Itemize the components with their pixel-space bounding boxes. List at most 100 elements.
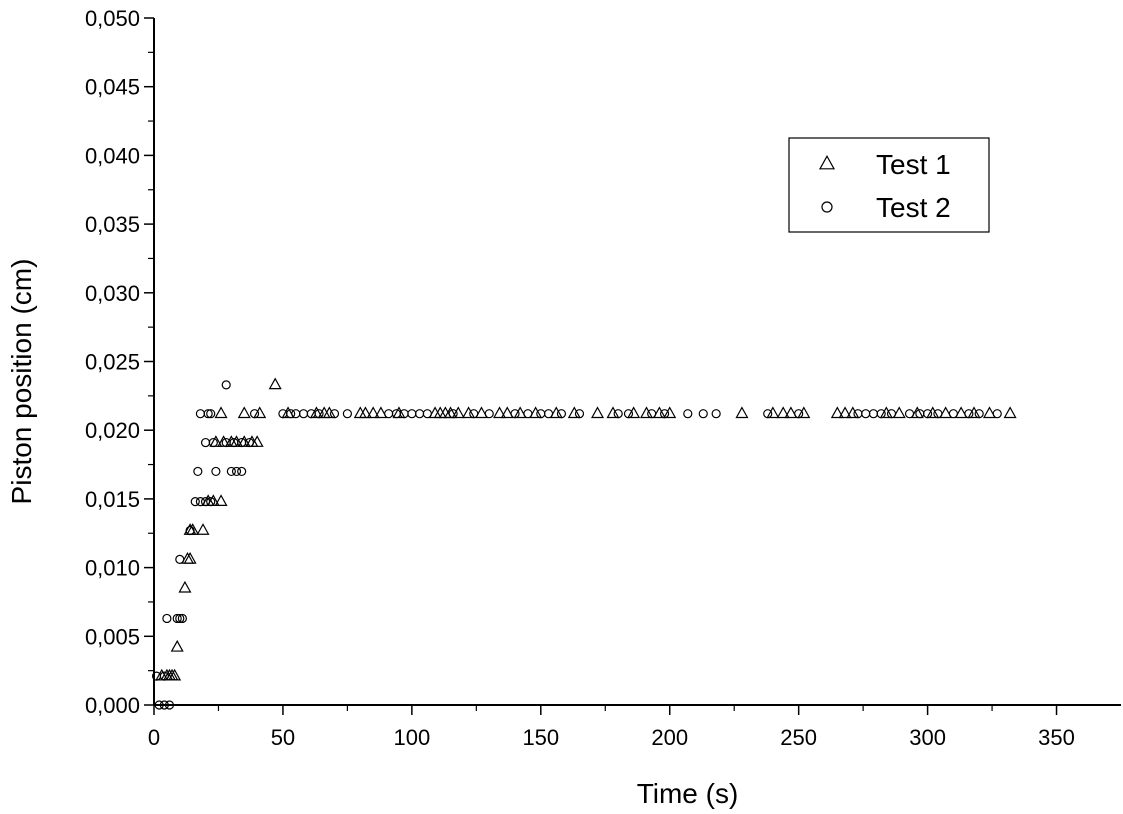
data-point-test-2 — [329, 409, 340, 419]
y-tick-label: 0,045 — [85, 75, 140, 100]
data-point-test-2 — [711, 409, 721, 419]
data-point-test-1 — [838, 406, 852, 419]
x-tick-label: 0 — [148, 725, 160, 750]
data-point-test-2 — [221, 380, 231, 390]
data-point-test-2 — [206, 497, 216, 507]
data-point-test-1 — [846, 406, 860, 419]
data-point-test-1 — [766, 406, 780, 419]
legend-marker-circle — [821, 201, 833, 213]
data-point-test-2 — [543, 409, 554, 419]
data-point-test-2 — [523, 409, 533, 419]
legend-label-test-2: Test 2 — [876, 192, 951, 223]
data-point-test-1 — [784, 406, 798, 419]
data-point-test-2 — [964, 409, 974, 419]
x-tick-label: 100 — [394, 725, 431, 750]
data-point-test-1 — [879, 406, 893, 419]
x-tick-label: 350 — [1038, 725, 1075, 750]
legend-circle-icon — [821, 201, 833, 213]
y-tick-label: 0,005 — [85, 624, 140, 649]
data-point-test-1 — [939, 406, 953, 419]
data-point-test-2 — [698, 409, 708, 419]
x-axis-ticks: 0 50 100 150 200 250 300 350 — [148, 705, 1075, 750]
y-tick-label: 0,025 — [85, 350, 140, 375]
data-point-test-2 — [177, 613, 187, 624]
y-tick-label: 0,030 — [85, 281, 140, 306]
y-tick-label: 0,035 — [85, 212, 140, 237]
data-point-test-2 — [193, 466, 203, 477]
data-point-test-1 — [797, 406, 811, 419]
y-axis-ticks: 0,000 0,005 0,010 0,015 0,020 0,025 0,030 0,035… — [85, 6, 154, 718]
data-point-test-2 — [175, 554, 185, 564]
data-point-test-2 — [195, 497, 206, 507]
data-point-test-1 — [567, 406, 581, 419]
data-point-test-2 — [190, 497, 200, 507]
data-point-test-1 — [451, 406, 465, 419]
data-point-test-1 — [652, 406, 666, 419]
data-point-test-1 — [214, 494, 228, 507]
data-point-test-2 — [623, 409, 634, 419]
y-axis-title: Piston position (cm) — [6, 259, 37, 505]
legend-triangle-icon — [818, 154, 836, 170]
data-point-test-2 — [203, 409, 213, 419]
data-point-test-1 — [358, 406, 372, 419]
data-point-test-2 — [933, 409, 943, 419]
data-point-test-2 — [172, 613, 182, 624]
data-point-test-2 — [556, 409, 567, 419]
data-point-test-2 — [154, 700, 164, 710]
data-point-test-2 — [763, 409, 773, 419]
data-point-test-2 — [948, 409, 958, 419]
data-point-test-2 — [342, 409, 352, 419]
data-point-test-1 — [663, 406, 677, 419]
x-tick-label: 250 — [780, 725, 817, 750]
y-tick-label: 0,020 — [85, 418, 140, 443]
data-point-test-2 — [683, 409, 693, 419]
data-point-test-2 — [211, 466, 221, 477]
data-point-test-1 — [237, 406, 251, 419]
data-point-test-2 — [659, 409, 670, 419]
legend: Test 1 Test 2 — [788, 137, 990, 233]
data-point-test-2 — [286, 409, 296, 419]
legend-marker-triangle — [818, 154, 836, 170]
legend-box — [788, 137, 990, 233]
data-point-test-2 — [448, 409, 458, 419]
data-point-test-1 — [250, 435, 264, 447]
data-point-test-2 — [974, 409, 984, 419]
data-point-test-2 — [231, 466, 242, 477]
data-point-test-1 — [474, 406, 489, 419]
y-tick-label: 0,040 — [85, 143, 140, 168]
data-point-test-1 — [513, 406, 527, 419]
data-point-test-2 — [613, 409, 623, 419]
data-point-test-1 — [529, 406, 543, 419]
data-point-test-2 — [510, 409, 520, 419]
data-point-test-2 — [244, 437, 255, 448]
data-point-test-2 — [886, 409, 897, 419]
data-point-test-1 — [170, 639, 184, 652]
x-tick-label: 300 — [909, 725, 946, 750]
data-point-test-1 — [500, 406, 514, 419]
data-point-test-1 — [253, 406, 267, 419]
data-point-test-2 — [484, 409, 494, 419]
data-point-test-1 — [183, 551, 197, 564]
data-point-test-2 — [574, 409, 585, 419]
x-tick-label: 200 — [651, 725, 688, 750]
plot-points — [151, 377, 1017, 710]
x-tick-label: 150 — [522, 725, 559, 750]
data-point-test-2 — [200, 497, 211, 507]
data-point-test-2 — [164, 700, 175, 710]
data-point-test-1 — [954, 406, 968, 419]
data-point-test-2 — [992, 409, 1002, 419]
x-tick-label: 50 — [271, 725, 295, 750]
data-point-test-1 — [830, 406, 844, 419]
data-point-test-1 — [196, 523, 210, 535]
data-point-test-2 — [249, 409, 260, 419]
data-point-test-1 — [214, 406, 228, 419]
data-point-test-2 — [469, 409, 479, 419]
legend-label-test-1: Test 1 — [876, 149, 951, 180]
data-point-test-2 — [314, 409, 324, 419]
data-point-test-1 — [776, 406, 790, 419]
data-point-test-1 — [178, 580, 192, 593]
data-point-test-2 — [904, 409, 915, 419]
data-point-test-2 — [185, 525, 195, 536]
